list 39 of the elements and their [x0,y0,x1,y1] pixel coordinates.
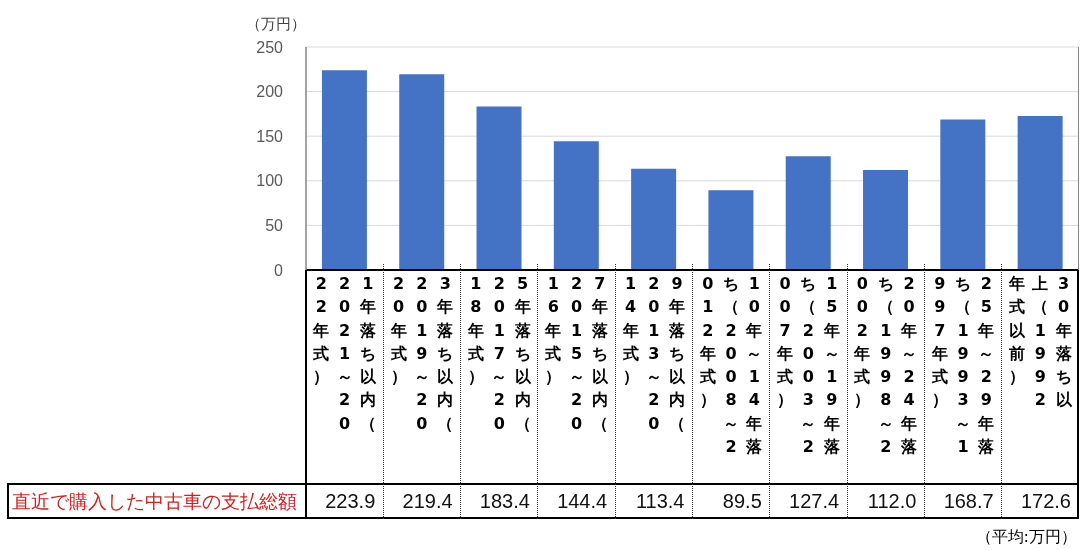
data-label: 113.4 [635,489,685,513]
y-tick-label: 0 [274,261,284,279]
y-tick-label: 150 [256,127,284,145]
text: 直近で購入した中古車の支払総額 [12,489,297,514]
data-label: 172.6 [1020,489,1071,513]
y-tick-label: 250 [256,38,284,56]
bar [476,106,522,270]
bar [321,70,367,270]
data-label: 112.0 [867,489,917,513]
category-label: 30年落ち以上（1992年式以前） [1009,274,1072,410]
category-label: 1年落ち以内（2021～2022年式） [313,274,376,433]
data-label: 223.9 [325,489,376,513]
bar [399,74,445,270]
category-label: 5年落ち以内（2017～2018年式） [467,274,531,433]
bar [1017,116,1063,270]
data-label: 127.4 [789,489,840,513]
data-label: 168.7 [943,489,994,513]
category-label: 10年～14年落ち（2008～2012年式） [699,274,763,457]
text: （平均:万円） [975,527,1077,548]
bar [785,156,831,270]
y-tick-label: 200 [256,83,284,101]
data-label: 219.4 [402,489,453,513]
data-label: 89.5 [722,489,762,513]
y-tick-label: 50 [265,217,284,235]
category-label: 15年～19年落ち（2003～2007年式） [777,274,840,457]
category-label: 9年落ち以内（2013～2014年式） [622,274,686,433]
category-label: 3年落ち以内（2019～2020年式） [390,274,454,433]
bar [863,170,909,270]
category-label: 7年落ち以内（2015～2016年式） [545,274,608,433]
category-label: 25年～29年落ち（1993～1997年式） [931,274,995,457]
data-label: 183.4 [479,489,530,513]
y-axis-title: （万円） [246,15,306,33]
bar [708,190,754,270]
bar [940,119,986,270]
category-label: 20年～24年落ち（1998～2002年式） [854,274,918,457]
bar [553,141,599,270]
data-label: 144.4 [557,489,608,513]
y-tick-label: 100 [256,172,284,190]
bar [631,168,677,270]
